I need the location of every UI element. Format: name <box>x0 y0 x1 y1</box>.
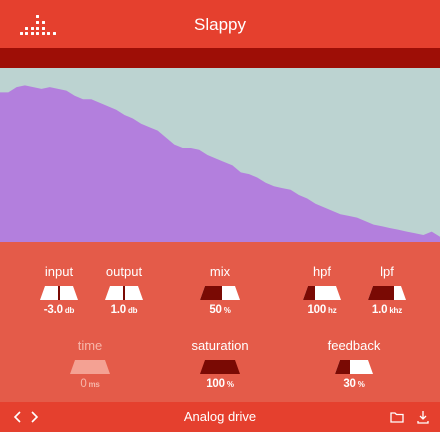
mix-unit: % <box>223 306 231 315</box>
feedback-value-readout: 30% <box>319 377 389 391</box>
accent-bar <box>0 48 440 68</box>
footer-bar: Analog drive <box>0 402 440 432</box>
time-label: time <box>77 338 103 353</box>
saturation-value: 100 <box>206 378 225 390</box>
hpf-value: 100 <box>307 304 327 316</box>
saturation-unit: % <box>226 380 234 389</box>
output-label: output <box>105 264 143 279</box>
feedback-label: feedback <box>327 338 381 353</box>
output-value-readout: 1.0 db <box>99 303 149 317</box>
hpf-label: hpf <box>312 264 332 279</box>
hpf-value-readout: 100 hz <box>297 303 347 317</box>
time-unit: ms <box>88 380 100 389</box>
download-icon[interactable] <box>415 409 431 425</box>
app-title: Slappy <box>194 15 246 34</box>
input-knob[interactable] <box>40 286 78 300</box>
input-unit: db <box>64 306 75 315</box>
time-value: 0 <box>80 378 87 390</box>
preset-name[interactable]: Analog drive <box>183 409 257 424</box>
input-value-readout: -3.0 db <box>34 303 84 317</box>
time-knob[interactable] <box>70 360 110 374</box>
controls-panel: input -3.0 db output 1.0 db mix 50% hpf 10… <box>0 242 440 402</box>
saturation-value-readout: 100% <box>185 377 255 391</box>
spectrum-display <box>0 68 440 242</box>
lpf-unit: khz <box>389 306 403 315</box>
output-unit: db <box>128 306 138 315</box>
lpf-value-readout: 1.0 khz <box>362 303 412 317</box>
mix-value-readout: 50% <box>195 303 245 317</box>
output-value: 1.0 <box>110 304 127 316</box>
chevron-right-icon[interactable] <box>26 409 42 425</box>
chevron-left-icon[interactable] <box>10 409 26 425</box>
lpf-control: lpf 1.0 khz <box>362 264 412 317</box>
dot-grid-logo-icon[interactable] <box>20 15 60 35</box>
lpf-knob[interactable] <box>368 286 406 300</box>
time-value-readout: 0 ms <box>65 377 115 391</box>
mix-knob[interactable] <box>200 286 240 300</box>
spectrum-area <box>0 85 440 242</box>
time-control: time 0 ms <box>65 338 115 391</box>
saturation-knob[interactable] <box>200 360 240 374</box>
spectrum-graph <box>0 85 440 242</box>
output-knob[interactable] <box>105 286 143 300</box>
input-label: input <box>44 264 74 279</box>
feedback-knob[interactable] <box>335 360 373 374</box>
saturation-control: saturation 100% <box>185 338 255 391</box>
mix-control: mix 50% <box>195 264 245 317</box>
hpf-knob[interactable] <box>303 286 341 300</box>
input-control: input -3.0 db <box>34 264 84 317</box>
folder-icon[interactable] <box>389 409 405 425</box>
hpf-unit: hz <box>328 306 337 315</box>
mix-label: mix <box>209 264 231 279</box>
saturation-label: saturation <box>191 338 249 353</box>
mix-value: 50 <box>209 304 222 316</box>
hpf-control: hpf 100 hz <box>297 264 347 317</box>
lpf-value: 1.0 <box>371 304 388 316</box>
feedback-unit: % <box>357 380 365 389</box>
feedback-value: 30 <box>343 378 356 390</box>
feedback-control: feedback 30% <box>319 338 389 391</box>
lpf-label: lpf <box>380 264 394 279</box>
header-bar: Slappy <box>0 0 440 48</box>
input-value: -3.0 <box>43 304 63 316</box>
output-control: output 1.0 db <box>99 264 149 317</box>
